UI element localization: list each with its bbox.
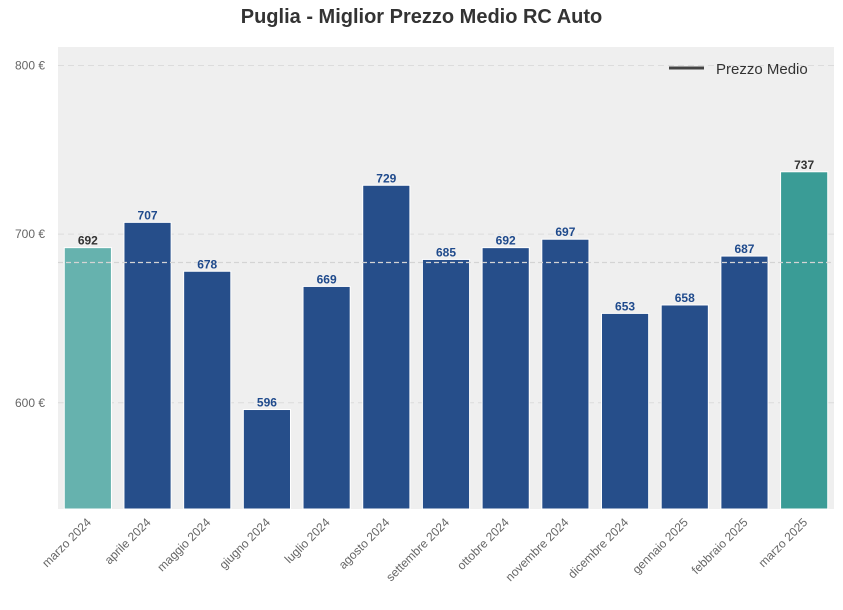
bar xyxy=(183,270,232,510)
bar-value-label: 687 xyxy=(734,242,754,256)
bar xyxy=(720,255,769,510)
x-tick-label: luglio 2024 xyxy=(282,515,333,566)
y-axis: 600 € 700 € 800 € xyxy=(15,59,45,410)
y-tick-label: 800 € xyxy=(15,59,45,73)
bar xyxy=(302,285,351,510)
x-tick-label: febbraio 2025 xyxy=(689,515,751,577)
bar xyxy=(242,409,292,510)
bar-value-label: 685 xyxy=(436,245,456,259)
bar-value-label: 653 xyxy=(615,299,635,313)
chart-title: Puglia - Miglior Prezzo Medio RC Auto xyxy=(240,6,603,28)
bar-value-label: 596 xyxy=(257,396,277,410)
bars xyxy=(63,171,829,510)
x-tick-label: gennaio 2025 xyxy=(630,515,692,577)
bar-value-label: 707 xyxy=(138,208,158,222)
bar-value-label: 658 xyxy=(675,291,695,305)
y-tick-label: 700 € xyxy=(15,227,45,241)
x-tick-label: agosto 2024 xyxy=(336,515,393,572)
x-tick-label: giugno 2024 xyxy=(216,515,273,572)
bar xyxy=(481,247,530,510)
bar xyxy=(660,304,709,510)
bar-value-label: 692 xyxy=(78,234,98,248)
bar xyxy=(600,312,650,510)
x-tick-label: maggio 2024 xyxy=(154,515,213,574)
bar xyxy=(63,247,112,510)
legend: Prezzo Medio xyxy=(669,61,808,78)
bar xyxy=(123,221,172,510)
bar xyxy=(421,258,471,510)
y-tick-label: 600 € xyxy=(15,396,45,410)
bar-value-label: 737 xyxy=(794,158,814,172)
x-tick-label: ottobre 2024 xyxy=(454,515,512,573)
x-tick-label: marzo 2024 xyxy=(39,515,94,570)
x-axis: marzo 2024 aprile 2024 maggio 2024 giugno 2… xyxy=(39,515,810,584)
bar xyxy=(541,238,590,510)
bar-value-label: 669 xyxy=(317,272,337,286)
bar xyxy=(780,171,829,510)
bar-value-label: 729 xyxy=(376,171,396,185)
bar xyxy=(362,184,411,510)
bar-value-label: 692 xyxy=(496,234,516,248)
x-tick-label: novembre 2024 xyxy=(503,515,572,584)
x-tick-label: settembre 2024 xyxy=(383,515,452,584)
bar-value-label: 678 xyxy=(197,257,217,271)
legend-label: Prezzo Medio xyxy=(716,61,808,78)
x-tick-label: aprile 2024 xyxy=(102,515,154,567)
x-tick-label: dicembre 2024 xyxy=(565,515,631,581)
x-tick-label: marzo 2025 xyxy=(756,515,811,570)
value-labels: 692 707 678 596 669 729 685 692 697 653 658 687 737 xyxy=(78,158,815,410)
bar-value-label: 697 xyxy=(555,225,575,239)
